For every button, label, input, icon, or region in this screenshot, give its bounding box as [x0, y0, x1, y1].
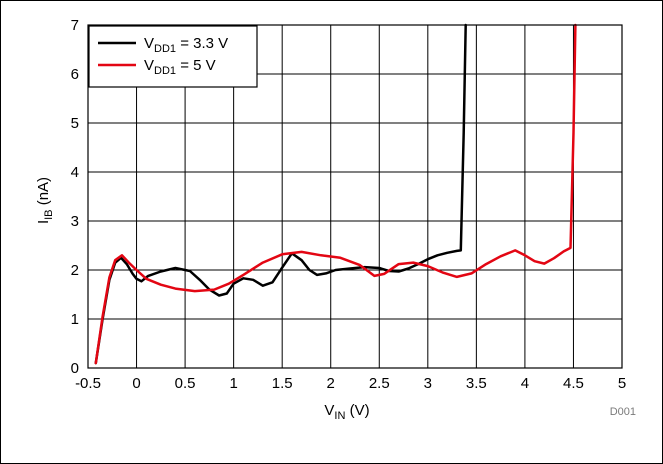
y-tick-label: 6 — [71, 66, 79, 83]
y-axis-title: IIB (nA) — [35, 177, 55, 224]
legend-label-1: VDD1 = 3.3 V — [144, 35, 228, 55]
x-tick-label: 2 — [327, 375, 335, 392]
series-line-2 — [94, 23, 577, 365]
x-tick-label: 3 — [424, 375, 432, 392]
figure-id-label: D001 — [610, 406, 636, 418]
plot-frame — [87, 24, 623, 369]
x-tick-label: 0.5 — [175, 375, 196, 392]
y-tick-label: 1 — [71, 311, 79, 328]
x-tick-label: 4 — [521, 375, 529, 392]
x-tick-label: 1.5 — [272, 375, 293, 392]
y-tick-label: 0 — [71, 360, 79, 377]
y-tick-label: 3 — [71, 213, 79, 230]
y-tick-label: 5 — [71, 115, 79, 132]
legend-box — [88, 25, 258, 88]
x-tick-label: 5 — [618, 375, 626, 392]
y-tick-label: 4 — [71, 164, 79, 181]
x-tick-label: 1 — [229, 375, 237, 392]
y-tick-label: 7 — [71, 17, 79, 34]
x-tick-label: -0.5 — [75, 375, 101, 392]
y-tick-label: 2 — [71, 262, 79, 279]
x-tick-label: 3.5 — [466, 375, 487, 392]
x-tick-label: 2.5 — [369, 375, 390, 392]
x-tick-label: 0 — [132, 375, 140, 392]
x-axis-title: VIN (V) — [324, 402, 369, 422]
legend-label-2: VDD1 = 5 V — [144, 57, 216, 77]
x-tick-label: 4.5 — [563, 375, 584, 392]
